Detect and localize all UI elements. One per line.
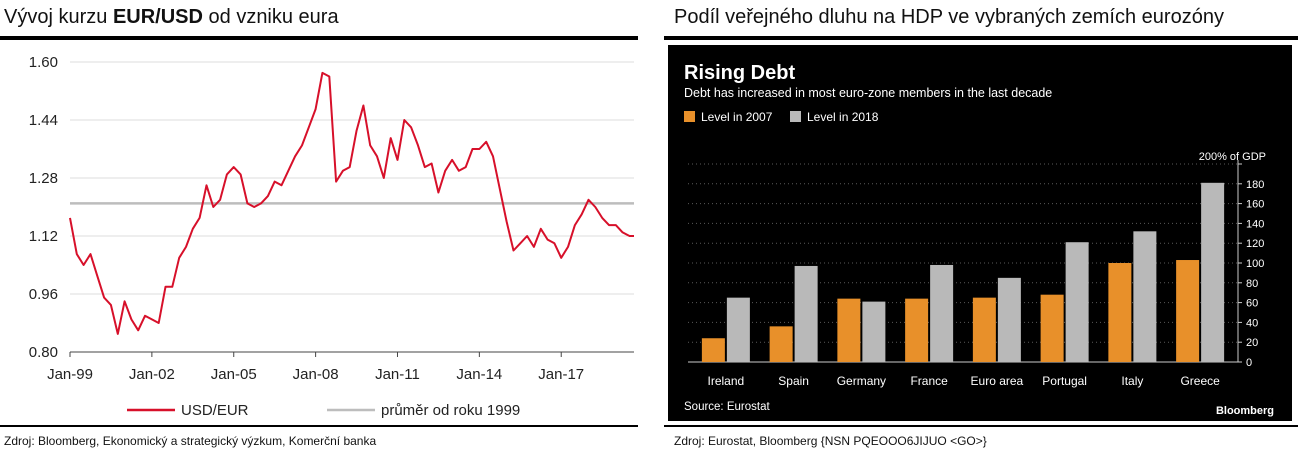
y-tick-label: 0 xyxy=(1246,357,1252,369)
legend-label: Level in 2007 xyxy=(701,110,773,124)
source-rule xyxy=(0,425,638,427)
y-tick-label: 1.28 xyxy=(29,170,58,187)
bar-italy-2018 xyxy=(1133,231,1157,362)
legend-item-average: průměr od roku 1999 xyxy=(327,402,520,419)
y-tick-label: 100 xyxy=(1246,258,1264,270)
x-tick-label: Jan-08 xyxy=(293,366,339,383)
y-tick-label: 180 xyxy=(1246,179,1264,191)
bar-germany-2018 xyxy=(862,301,886,362)
x-tick-label: Euro area xyxy=(971,374,1024,388)
right-source-note: Zdroj: Eurostat, Bloomberg {NSN PQEOOO6J… xyxy=(674,434,987,448)
x-tick-label: Jan-99 xyxy=(47,366,93,383)
chart-title: Rising Debt xyxy=(684,62,795,84)
y-tick-label: 60 xyxy=(1246,298,1258,310)
usd-eur-line xyxy=(69,71,634,335)
x-tick-label: Jan-02 xyxy=(129,366,175,383)
y-tick-label: 120 xyxy=(1246,238,1264,250)
x-tick-label: Germany xyxy=(837,374,886,388)
bar-germany-2007 xyxy=(837,298,861,362)
bar-spain-2018 xyxy=(794,265,818,362)
y-axis-unit-label: 200% of GDP xyxy=(1199,151,1266,163)
public-debt-panel: Podíl veřejného dluhu na HDP ve vybranýc… xyxy=(664,0,1298,454)
x-tick-label: Jan-17 xyxy=(538,366,584,383)
x-tick-label: France xyxy=(910,374,948,388)
right-chart-title: Podíl veřejného dluhu na HDP ve vybranýc… xyxy=(674,6,1224,28)
exchange-rate-line-chart: 1.60 1.44 1.28 1.12 0.96 0.80 Jan-99 Jan-02 Jan-… xyxy=(29,54,634,419)
y-tick-label: 160 xyxy=(1246,199,1264,211)
x-tick-label: Ireland xyxy=(708,374,745,388)
left-source-note: Zdroj: Bloomberg, Ekonomický a strategic… xyxy=(4,434,377,448)
legend-item-usd-eur: USD/EUR xyxy=(127,402,249,419)
y-tick-label: 20 xyxy=(1246,337,1258,349)
bar-portugal-2018 xyxy=(1065,242,1089,362)
bar-euro-area-2018 xyxy=(997,277,1021,362)
y-tick-label: 1.44 xyxy=(29,112,58,129)
title-rule xyxy=(0,36,638,40)
x-tick-label: Jan-11 xyxy=(375,366,420,383)
chart-subtitle: Debt has increased in most euro-zone mem… xyxy=(684,86,1052,100)
y-tick-label: 140 xyxy=(1246,218,1264,230)
y-tick-label: 0.80 xyxy=(29,344,58,361)
public-debt-bar-chart: Rising Debt Debt has increased in most eu… xyxy=(684,62,1274,417)
chart-source-note: Source: Eurostat xyxy=(684,401,770,413)
y-tick-label: 40 xyxy=(1246,317,1258,329)
x-tick-label: Jan-14 xyxy=(456,366,502,383)
legend-label-usd-eur: USD/EUR xyxy=(181,402,249,419)
source-rule xyxy=(664,425,1298,427)
x-tick-label: Greece xyxy=(1180,374,1220,388)
title-prefix: Vývoj kurzu xyxy=(4,6,113,28)
x-tick-label: Spain xyxy=(778,374,809,388)
legend-item-2007: Level in 2007 xyxy=(684,110,773,124)
bar-ireland-2018 xyxy=(726,297,750,362)
bar-france-2007 xyxy=(905,298,929,362)
title-suffix: od vzniku eura xyxy=(202,6,339,28)
bar-portugal-2007 xyxy=(1040,294,1064,362)
bar-italy-2007 xyxy=(1108,263,1132,362)
legend-label-average: průměr od roku 1999 xyxy=(381,402,520,419)
bar-greece-2018 xyxy=(1201,182,1225,362)
bar-france-2018 xyxy=(930,264,954,362)
bar-greece-2007 xyxy=(1176,260,1200,362)
x-tick-label: Jan-05 xyxy=(211,366,257,383)
exchange-rate-panel: Vývoj kurzu EUR/USD od vzniku eura 1.60 1… xyxy=(0,0,638,454)
legend-item-2018: Level in 2018 xyxy=(790,110,879,124)
x-tick-label: Italy xyxy=(1121,374,1143,388)
title-currency-pair: EUR/USD xyxy=(112,6,203,28)
left-chart-title: Vývoj kurzu EUR/USD od vzniku eura xyxy=(4,6,339,29)
bar-ireland-2007 xyxy=(701,338,725,362)
y-tick-label: 1.12 xyxy=(29,228,58,245)
bar-spain-2007 xyxy=(769,326,793,362)
bar-euro-area-2007 xyxy=(972,297,996,362)
legend-swatch xyxy=(684,111,695,122)
legend-swatch xyxy=(790,111,801,122)
x-tick-label: Portugal xyxy=(1042,374,1087,388)
legend-label: Level in 2018 xyxy=(807,110,879,124)
y-tick-label: 0.96 xyxy=(29,286,58,303)
y-tick-label: 80 xyxy=(1246,278,1258,290)
y-tick-label: 1.60 xyxy=(29,54,58,71)
bloomberg-logo: Bloomberg xyxy=(1216,405,1274,417)
title-rule xyxy=(664,36,1298,40)
